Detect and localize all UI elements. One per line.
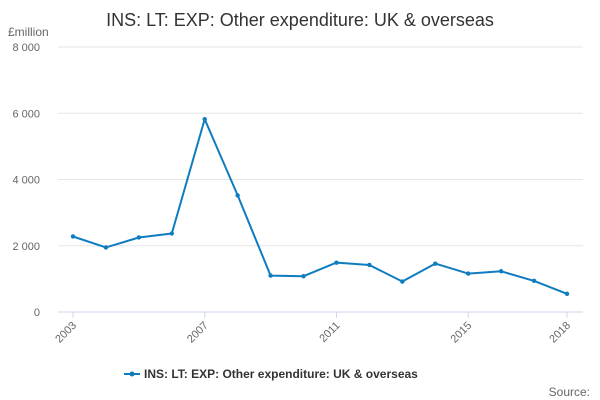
data-point — [103, 245, 109, 250]
y-tick-label: 8 000 — [12, 42, 40, 54]
data-point — [531, 278, 537, 284]
x-tick-label: 2003 — [53, 320, 79, 346]
y-tick-label: 4 000 — [12, 175, 40, 187]
legend-label: INS: LT: EXP: Other expenditure: UK & ov… — [144, 367, 418, 381]
data-point — [400, 279, 405, 284]
y-axis-ticks: 0 2 000 4 000 6 000 8 000 — [12, 42, 40, 319]
data-point — [169, 231, 174, 236]
data-point — [301, 274, 306, 279]
data-point — [498, 269, 504, 274]
data-point — [70, 234, 76, 239]
chart-title: INS: LT: EXP: Other expenditure: UK & ov… — [106, 10, 494, 30]
y-tick-label: 6 000 — [12, 108, 40, 120]
x-tick-label: 2011 — [317, 320, 342, 345]
source-label: Source: — [549, 385, 590, 399]
gridlines — [58, 46, 583, 247]
data-point — [136, 235, 142, 240]
legend[interactable]: INS: LT: EXP: Other expenditure: UK & ov… — [124, 367, 418, 381]
x-axis-ticks: 2003 2007 2011 2015 2018 — [53, 312, 573, 345]
series-line — [72, 118, 568, 295]
data-point — [433, 261, 438, 266]
y-tick-label: 0 — [34, 307, 40, 319]
x-tick-label: 2018 — [547, 320, 573, 346]
data-point — [564, 291, 570, 296]
x-tick-label: 2007 — [185, 320, 211, 346]
data-point — [367, 262, 372, 268]
series-group — [70, 117, 570, 296]
data-point — [268, 273, 273, 278]
data-point — [202, 117, 207, 122]
y-tick-label: 2 000 — [12, 241, 40, 253]
data-point — [466, 271, 471, 276]
data-point — [235, 193, 240, 198]
data-point — [334, 260, 339, 265]
x-tick-label: 2015 — [449, 320, 475, 346]
legend-marker — [129, 371, 135, 377]
y-axis-unit-label: £million — [8, 25, 49, 39]
